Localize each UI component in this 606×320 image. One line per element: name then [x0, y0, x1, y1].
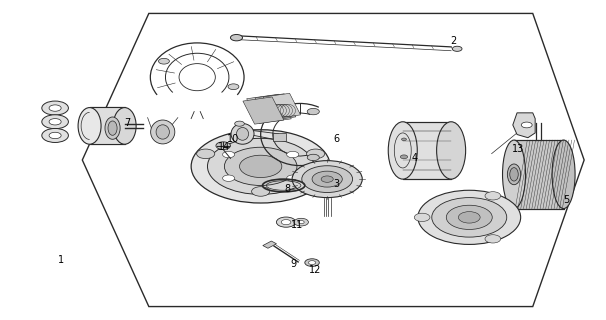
Bar: [255, 94, 296, 121]
Circle shape: [224, 147, 297, 186]
Circle shape: [307, 149, 325, 159]
Bar: [247, 94, 291, 123]
Ellipse shape: [507, 164, 521, 185]
Circle shape: [415, 213, 430, 221]
Ellipse shape: [156, 125, 170, 139]
Text: 9: 9: [291, 259, 297, 268]
Bar: [264, 93, 301, 119]
Circle shape: [485, 235, 501, 243]
Bar: [273, 133, 286, 141]
Circle shape: [276, 217, 296, 227]
Ellipse shape: [236, 127, 248, 140]
Ellipse shape: [502, 140, 525, 209]
Text: 11: 11: [291, 220, 303, 230]
Ellipse shape: [78, 108, 101, 144]
Circle shape: [239, 155, 282, 178]
Circle shape: [228, 84, 239, 90]
Polygon shape: [513, 113, 535, 138]
Circle shape: [49, 105, 61, 111]
Ellipse shape: [105, 117, 120, 139]
Text: 7: 7: [125, 118, 131, 128]
Ellipse shape: [552, 140, 575, 209]
Circle shape: [216, 142, 230, 149]
Circle shape: [305, 259, 319, 267]
Text: 5: 5: [563, 195, 569, 205]
Circle shape: [321, 176, 333, 182]
Bar: [90, 108, 125, 144]
Circle shape: [307, 108, 319, 115]
Text: 12: 12: [309, 265, 321, 275]
Circle shape: [312, 171, 342, 187]
Circle shape: [251, 187, 270, 196]
Circle shape: [230, 35, 242, 41]
Ellipse shape: [388, 122, 418, 179]
Ellipse shape: [231, 124, 254, 144]
Ellipse shape: [113, 108, 136, 144]
Circle shape: [222, 151, 235, 158]
Circle shape: [452, 46, 462, 51]
Text: 8: 8: [285, 184, 291, 194]
Circle shape: [521, 122, 532, 128]
Text: 2: 2: [450, 36, 456, 45]
Text: 10: 10: [227, 134, 239, 144]
Ellipse shape: [436, 122, 465, 179]
Circle shape: [307, 154, 319, 161]
Text: 4: 4: [412, 153, 418, 164]
Circle shape: [292, 161, 362, 197]
Bar: [263, 241, 276, 248]
Text: 14: 14: [218, 142, 230, 152]
Circle shape: [287, 175, 299, 181]
Circle shape: [207, 138, 314, 195]
Circle shape: [159, 58, 170, 64]
Circle shape: [432, 197, 507, 237]
Circle shape: [49, 132, 61, 139]
Circle shape: [418, 190, 521, 244]
Circle shape: [287, 151, 299, 158]
Circle shape: [401, 155, 408, 159]
Circle shape: [298, 220, 304, 224]
Bar: [514, 140, 564, 209]
Circle shape: [485, 192, 501, 200]
Circle shape: [196, 149, 215, 159]
Bar: [243, 97, 284, 124]
Circle shape: [49, 119, 61, 125]
Text: 6: 6: [333, 134, 339, 144]
Circle shape: [302, 166, 353, 193]
Circle shape: [42, 101, 68, 115]
Circle shape: [294, 218, 308, 226]
Circle shape: [458, 212, 480, 223]
Circle shape: [281, 220, 291, 225]
Ellipse shape: [151, 120, 175, 144]
Circle shape: [42, 115, 68, 129]
Circle shape: [191, 130, 330, 203]
Circle shape: [402, 138, 407, 140]
Text: 13: 13: [511, 144, 524, 154]
Circle shape: [446, 205, 492, 229]
Ellipse shape: [510, 168, 518, 181]
Text: 1: 1: [58, 255, 64, 265]
Circle shape: [235, 121, 244, 126]
Circle shape: [42, 128, 68, 142]
Circle shape: [222, 175, 235, 181]
Circle shape: [308, 261, 316, 265]
Ellipse shape: [108, 121, 117, 135]
Text: 3: 3: [333, 179, 339, 189]
Bar: [403, 122, 451, 179]
Polygon shape: [82, 13, 584, 307]
